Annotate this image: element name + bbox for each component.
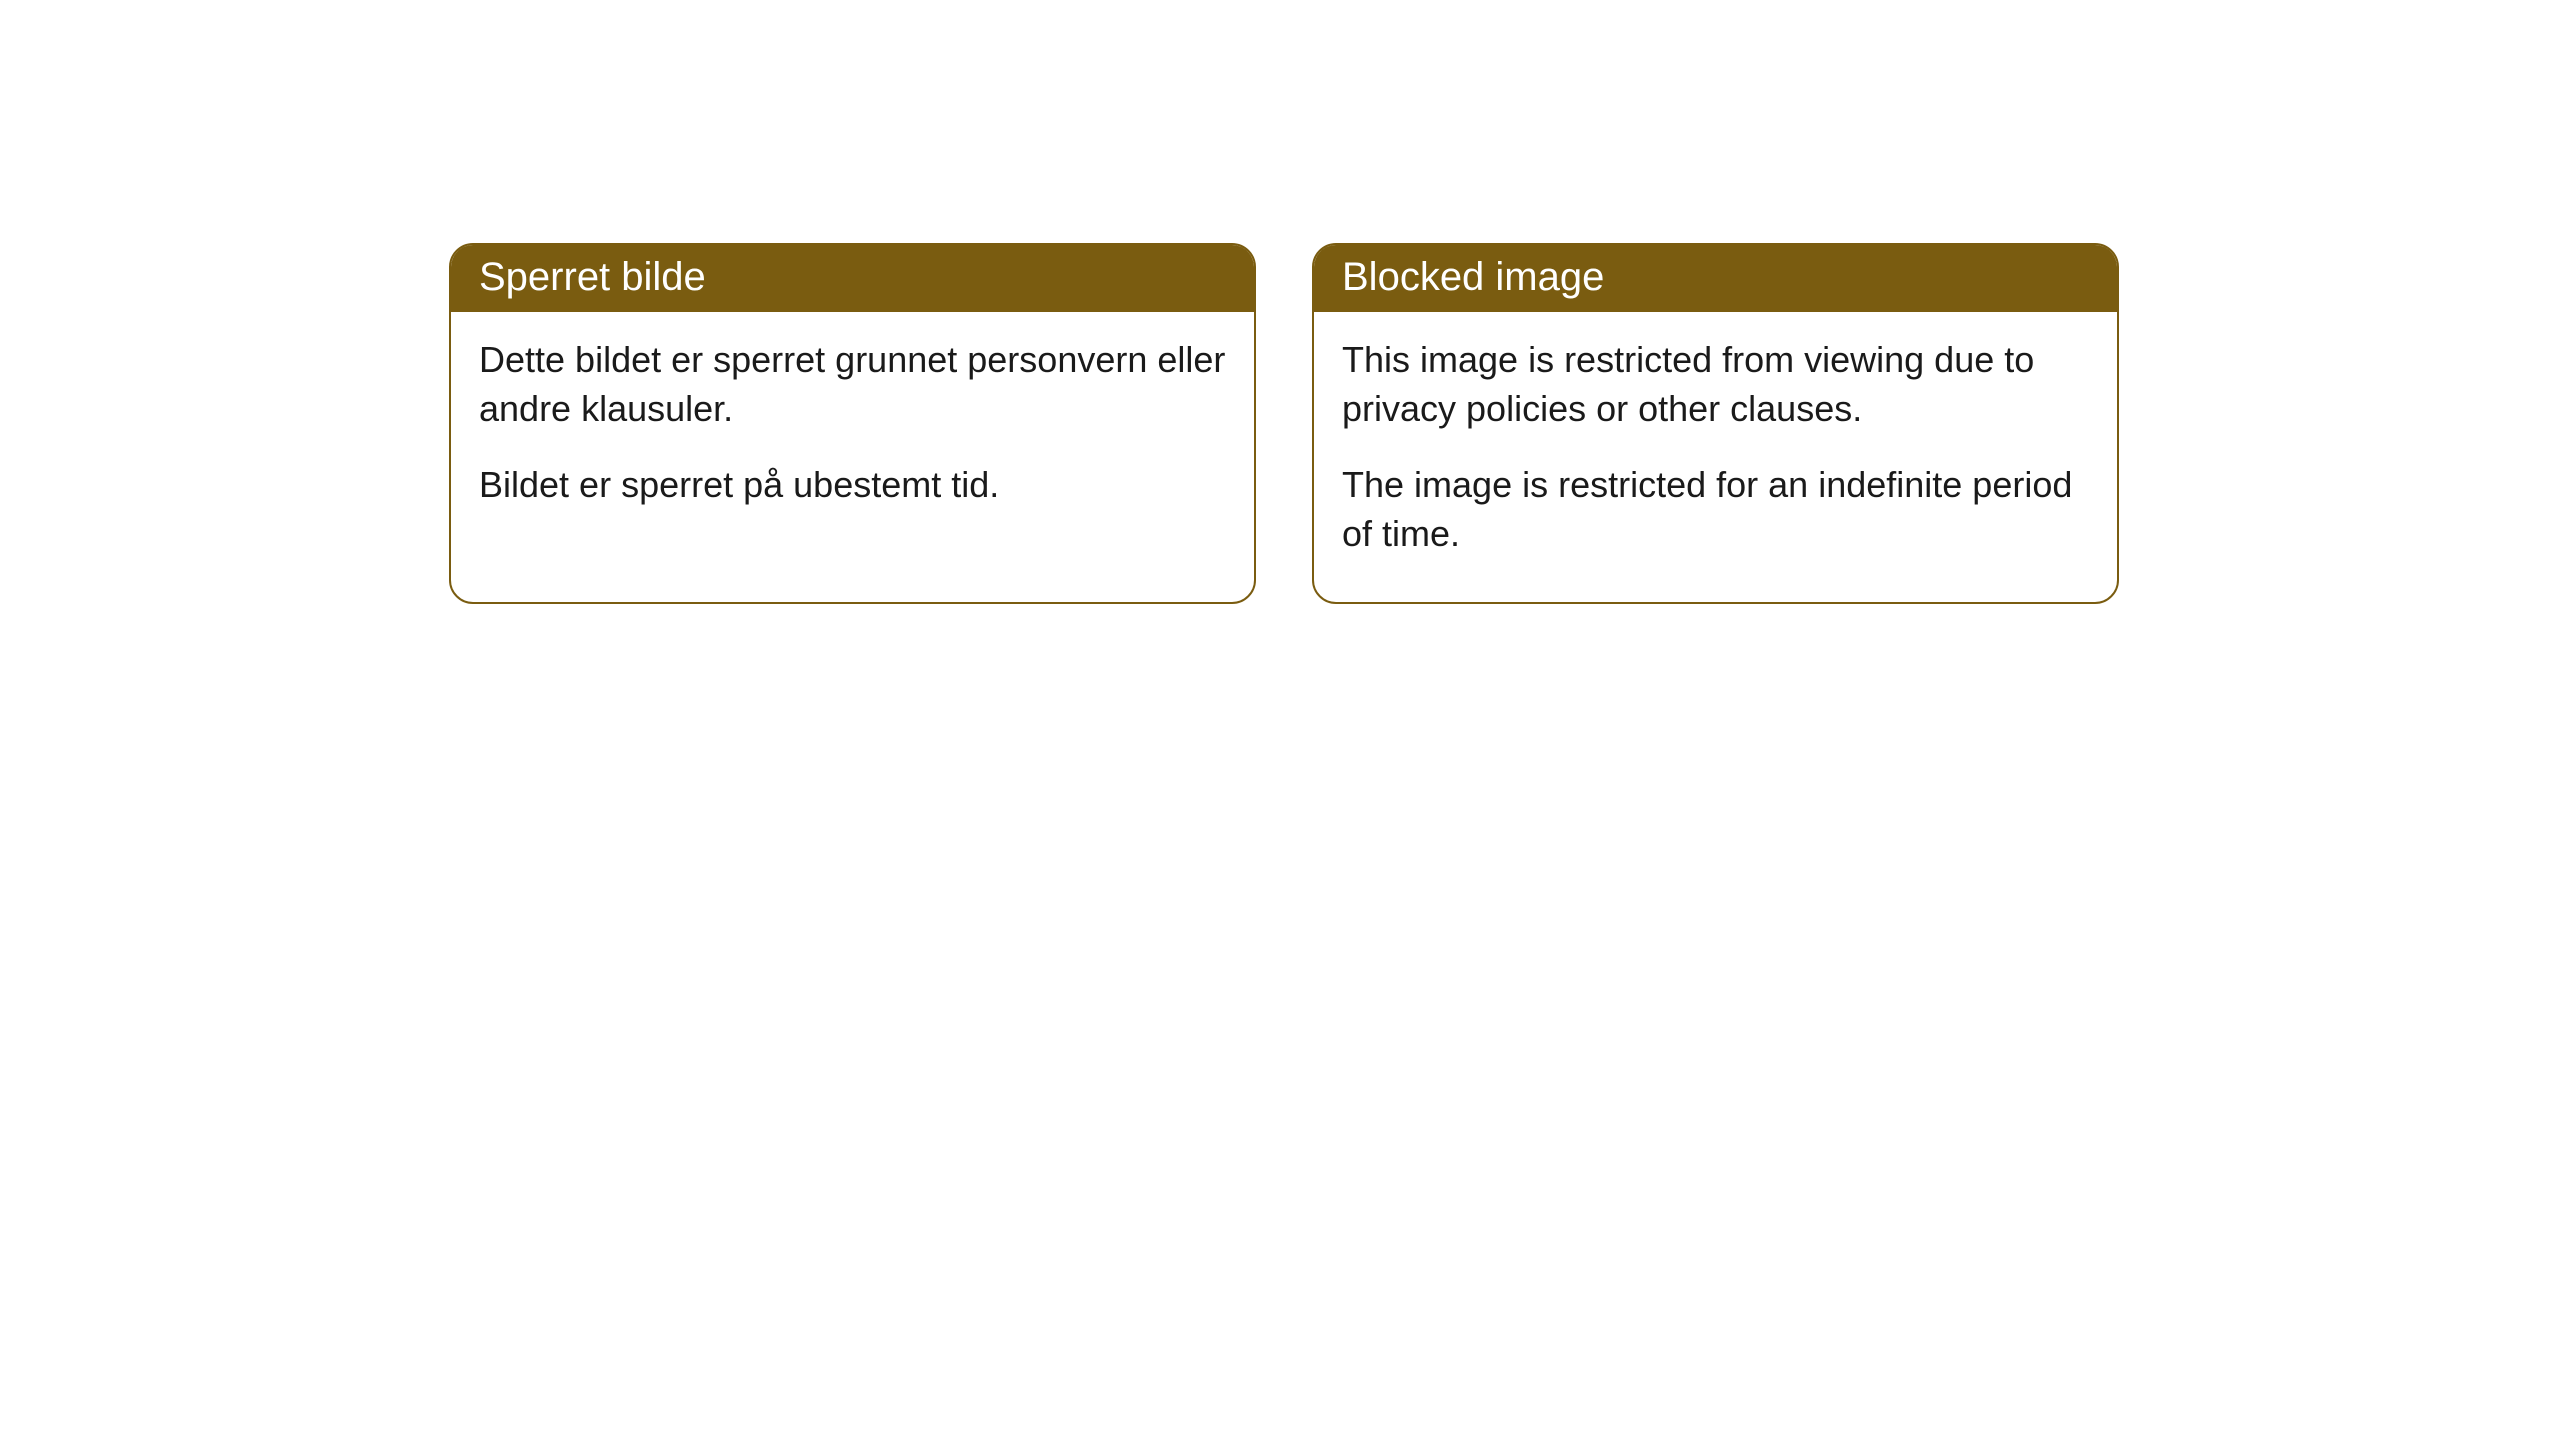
card-title: Sperret bilde xyxy=(479,255,706,299)
card-body: This image is restricted from viewing du… xyxy=(1314,312,2117,602)
blocked-image-card-english: Blocked image This image is restricted f… xyxy=(1312,243,2119,604)
card-title: Blocked image xyxy=(1342,255,1604,299)
card-header: Sperret bilde xyxy=(451,245,1254,312)
notice-cards-container: Sperret bilde Dette bildet er sperret gr… xyxy=(449,243,2119,604)
blocked-image-card-norwegian: Sperret bilde Dette bildet er sperret gr… xyxy=(449,243,1256,604)
card-paragraph: The image is restricted for an indefinit… xyxy=(1342,461,2089,558)
card-paragraph: Dette bildet er sperret grunnet personve… xyxy=(479,336,1226,433)
card-body: Dette bildet er sperret grunnet personve… xyxy=(451,312,1254,554)
card-header: Blocked image xyxy=(1314,245,2117,312)
card-paragraph: Bildet er sperret på ubestemt tid. xyxy=(479,461,1226,510)
card-paragraph: This image is restricted from viewing du… xyxy=(1342,336,2089,433)
